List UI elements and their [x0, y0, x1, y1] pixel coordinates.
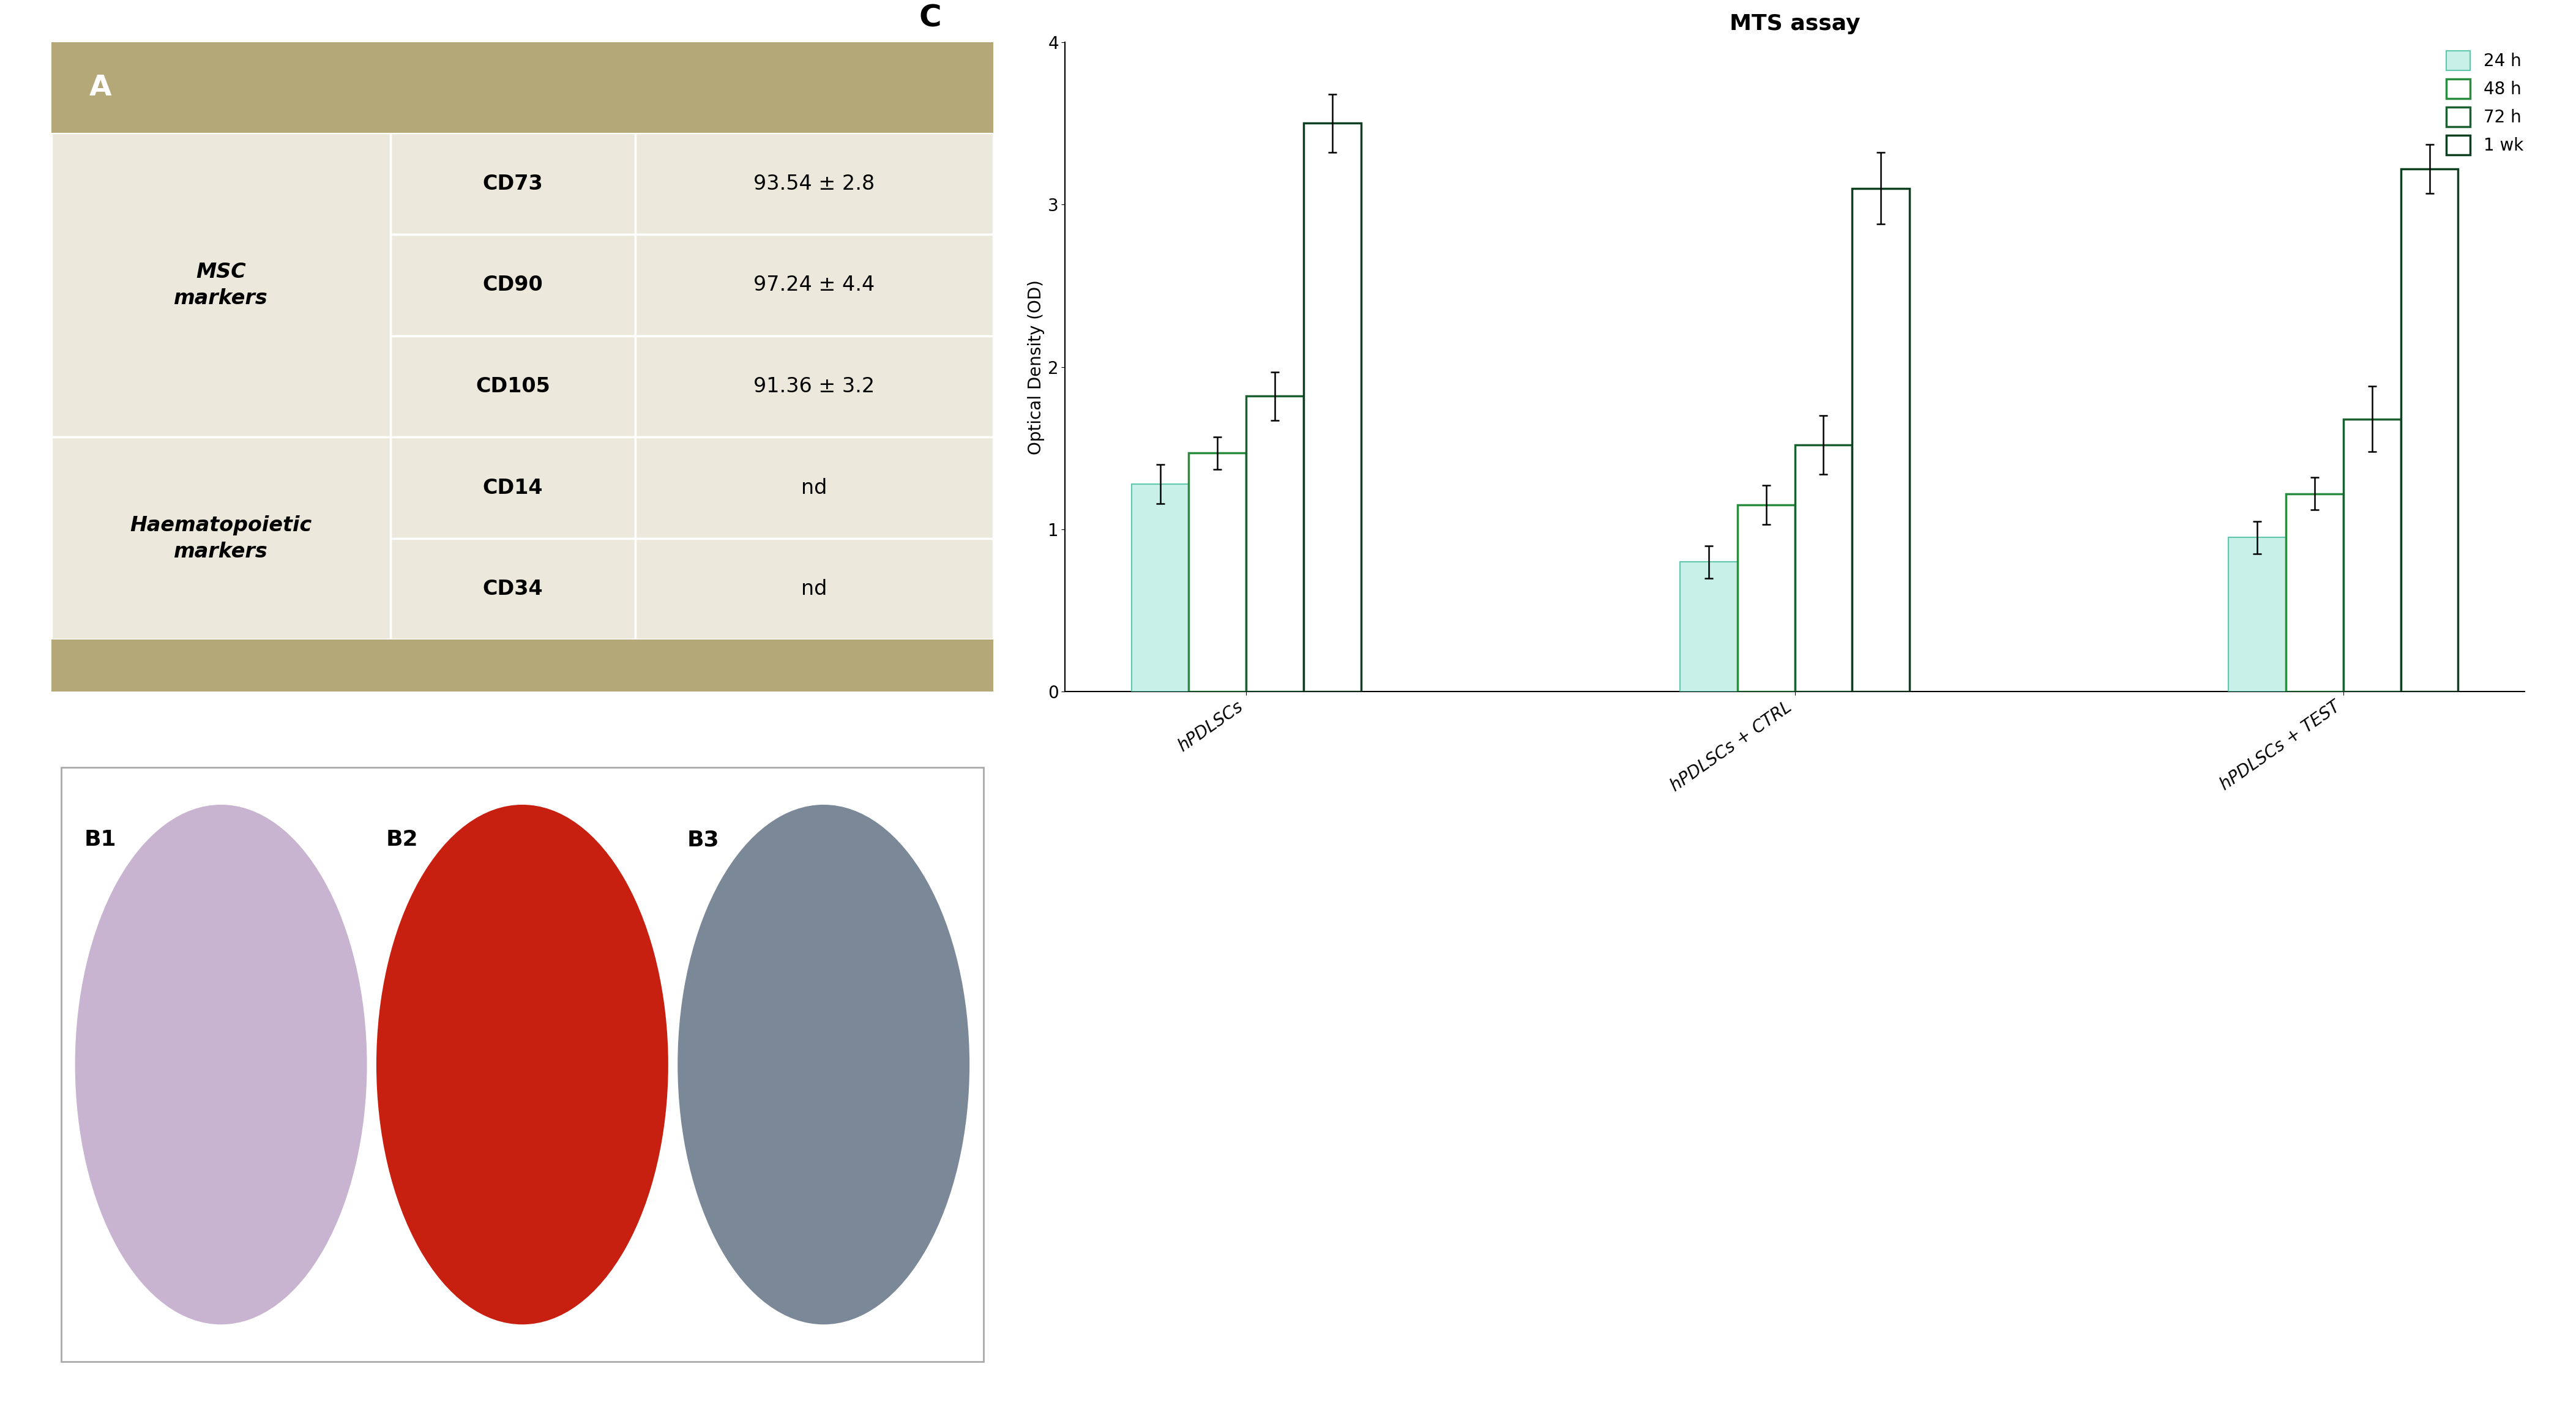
- Ellipse shape: [376, 805, 667, 1325]
- FancyBboxPatch shape: [52, 437, 392, 538]
- Bar: [1303, 123, 1360, 691]
- FancyBboxPatch shape: [52, 639, 994, 691]
- Bar: [2344, 419, 2401, 691]
- Bar: [1852, 188, 1909, 691]
- FancyBboxPatch shape: [392, 133, 636, 234]
- Bar: [2401, 168, 2458, 691]
- Text: D1: D1: [1095, 780, 1131, 803]
- FancyBboxPatch shape: [392, 437, 636, 538]
- Bar: [2228, 537, 2285, 691]
- FancyBboxPatch shape: [392, 335, 636, 437]
- FancyBboxPatch shape: [636, 335, 994, 437]
- FancyBboxPatch shape: [52, 437, 392, 639]
- Text: CD34: CD34: [482, 579, 544, 599]
- Title: MTS assay: MTS assay: [1728, 14, 1860, 35]
- FancyBboxPatch shape: [392, 538, 636, 639]
- FancyBboxPatch shape: [52, 335, 392, 437]
- Text: MSC
markers: MSC markers: [175, 262, 268, 308]
- FancyBboxPatch shape: [52, 234, 392, 335]
- Bar: [2285, 494, 2344, 691]
- Text: CD105: CD105: [477, 376, 551, 397]
- Text: nd: nd: [801, 579, 827, 599]
- Y-axis label: Optical Density (OD): Optical Density (OD): [1028, 279, 1043, 454]
- Text: D2: D2: [1834, 780, 1870, 803]
- FancyBboxPatch shape: [636, 538, 994, 639]
- Text: CD73: CD73: [482, 174, 544, 193]
- FancyBboxPatch shape: [636, 234, 994, 335]
- FancyBboxPatch shape: [392, 234, 636, 335]
- FancyBboxPatch shape: [52, 133, 392, 437]
- Text: 93.54 ± 2.8: 93.54 ± 2.8: [755, 174, 876, 193]
- Text: B3: B3: [688, 830, 719, 850]
- FancyBboxPatch shape: [52, 42, 994, 133]
- Text: A: A: [90, 74, 111, 101]
- Bar: [1736, 505, 1795, 691]
- Text: 91.36 ± 3.2: 91.36 ± 3.2: [755, 376, 876, 397]
- Ellipse shape: [75, 805, 366, 1325]
- Text: B1: B1: [85, 830, 116, 850]
- Bar: [1680, 562, 1736, 691]
- FancyBboxPatch shape: [636, 437, 994, 538]
- Text: CD14: CD14: [482, 478, 544, 498]
- Text: Haematopoietic
markers: Haematopoietic markers: [129, 515, 312, 562]
- FancyBboxPatch shape: [52, 133, 392, 234]
- Text: 97.24 ± 4.4: 97.24 ± 4.4: [755, 275, 876, 296]
- Text: B2: B2: [386, 830, 417, 850]
- Bar: [1795, 444, 1852, 691]
- Text: C: C: [920, 3, 943, 32]
- FancyBboxPatch shape: [636, 133, 994, 234]
- Bar: [1190, 453, 1247, 691]
- FancyBboxPatch shape: [52, 538, 392, 639]
- FancyBboxPatch shape: [62, 767, 984, 1361]
- Bar: [1247, 397, 1303, 691]
- Bar: [1131, 484, 1190, 691]
- Ellipse shape: [677, 805, 969, 1325]
- Text: CD90: CD90: [482, 275, 544, 296]
- Text: nd: nd: [801, 478, 827, 498]
- Legend: 24 h, 48 h, 72 h, 1 wk: 24 h, 48 h, 72 h, 1 wk: [2439, 43, 2530, 161]
